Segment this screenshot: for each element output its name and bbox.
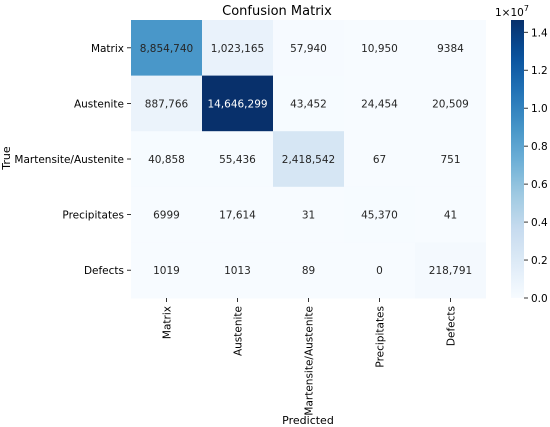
heatmap-cell bbox=[415, 20, 486, 77]
colorbar-tick-label: 1.2 bbox=[531, 65, 548, 77]
cell-value-label: 218,791 bbox=[429, 265, 472, 277]
cell-value-label: 887,766 bbox=[145, 98, 189, 110]
cell-value-label: 89 bbox=[302, 265, 315, 277]
cell-value-label: 31 bbox=[302, 210, 315, 222]
colorbar-multiplier: 1×107 bbox=[495, 4, 529, 19]
heatmap-cell bbox=[344, 242, 415, 299]
cell-value-label: 0 bbox=[376, 265, 383, 277]
heatmap-cell bbox=[344, 75, 415, 132]
heatmap-cell bbox=[415, 75, 486, 132]
heatmap-cell bbox=[131, 131, 202, 188]
cell-value-label: 43,452 bbox=[290, 98, 327, 110]
colorbar-tick-label: 0.6 bbox=[531, 179, 548, 191]
y-tick-label: Precipitates bbox=[62, 210, 124, 222]
heatmap-cell bbox=[131, 20, 202, 77]
cell-value-label: 24,454 bbox=[361, 98, 398, 110]
cell-value-label: 55,436 bbox=[219, 154, 256, 166]
y-ticks: Matrix Austenite Martensite/Austenite Preci… bbox=[14, 43, 131, 277]
cell-value-label: 17,614 bbox=[219, 210, 256, 222]
heatmap-cell bbox=[273, 20, 344, 77]
cell-value-label: 1019 bbox=[153, 265, 180, 277]
heatmap-cell bbox=[273, 242, 344, 299]
x-tick-label: Martensite/Austenite bbox=[304, 306, 316, 416]
heatmap-cell bbox=[344, 186, 415, 243]
cell-value-label: 1013 bbox=[224, 265, 251, 277]
heatmap-cell bbox=[202, 131, 273, 188]
cell-value-label: 8,854,740 bbox=[140, 43, 193, 55]
heatmap-cell bbox=[273, 75, 344, 132]
heatmap-cell bbox=[273, 131, 344, 188]
colorbar-tick-label: 0.4 bbox=[531, 217, 548, 229]
heatmap-cell bbox=[131, 75, 202, 132]
colorbar-ticks: 0.0 0.2 0.4 0.6 0.8 1.0 1.2 1.4 bbox=[524, 27, 548, 305]
cell-value-label: 20,509 bbox=[432, 98, 469, 110]
heatmap-cell bbox=[202, 75, 273, 132]
cell-value-label: 45,370 bbox=[361, 210, 398, 222]
y-tick-label: Matrix bbox=[91, 43, 124, 55]
heatmap-cell bbox=[415, 186, 486, 243]
y-tick-label: Martensite/Austenite bbox=[14, 154, 124, 166]
colorbar-tick-label: 0.8 bbox=[531, 141, 548, 153]
cell-value-label: 1,023,165 bbox=[211, 43, 264, 55]
heatmap-cell bbox=[273, 186, 344, 243]
cell-value-label: 57,940 bbox=[290, 43, 327, 55]
cell-value-label: 10,950 bbox=[361, 43, 398, 55]
heatmap-cell bbox=[202, 186, 273, 243]
y-axis-label: True bbox=[0, 146, 13, 171]
cell-value-label: 67 bbox=[373, 154, 386, 166]
heatmap-cell bbox=[415, 131, 486, 188]
cell-value-label: 9384 bbox=[437, 43, 464, 55]
colorbar-tick-label: 0.2 bbox=[531, 255, 548, 267]
x-axis-label: Predicted bbox=[282, 414, 334, 427]
cell-value-label: 14,646,299 bbox=[207, 98, 267, 110]
cell-value-label: 751 bbox=[440, 154, 460, 166]
x-tick-label: Matrix bbox=[162, 306, 174, 339]
heatmap-cell bbox=[131, 242, 202, 299]
heatmap-cell bbox=[344, 20, 415, 77]
x-tick-label: Defects bbox=[446, 306, 458, 346]
colorbar-tick-label: 1.4 bbox=[531, 27, 548, 39]
cell-value-label: 6999 bbox=[153, 210, 180, 222]
chart-title: Confusion Matrix bbox=[222, 4, 332, 19]
y-tick-label: Austenite bbox=[74, 98, 124, 110]
colorbar-tick-label: 1.0 bbox=[531, 103, 548, 115]
heatmap-cell bbox=[344, 131, 415, 188]
heatmap-cell bbox=[202, 20, 273, 77]
heatmap-cell bbox=[415, 242, 486, 299]
y-tick-label: Defects bbox=[84, 265, 124, 277]
x-tick-label: Precipitates bbox=[375, 306, 387, 368]
x-tick-label: Austenite bbox=[233, 306, 245, 356]
heatmap-cell bbox=[202, 242, 273, 299]
heatmap-cells: 8,854,740 1,023,165 57,940 10,950 9384 887,76… bbox=[131, 20, 486, 299]
x-ticks: Matrix Austenite Martensite/Austenite Preci… bbox=[162, 298, 458, 416]
heatmap-cell bbox=[131, 186, 202, 243]
colorbar-tick-label: 0.0 bbox=[531, 293, 548, 305]
cell-value-label: 2,418,542 bbox=[282, 154, 335, 166]
colorbar bbox=[511, 20, 524, 298]
cell-value-label: 41 bbox=[444, 210, 457, 222]
cell-value-label: 40,858 bbox=[148, 154, 185, 166]
